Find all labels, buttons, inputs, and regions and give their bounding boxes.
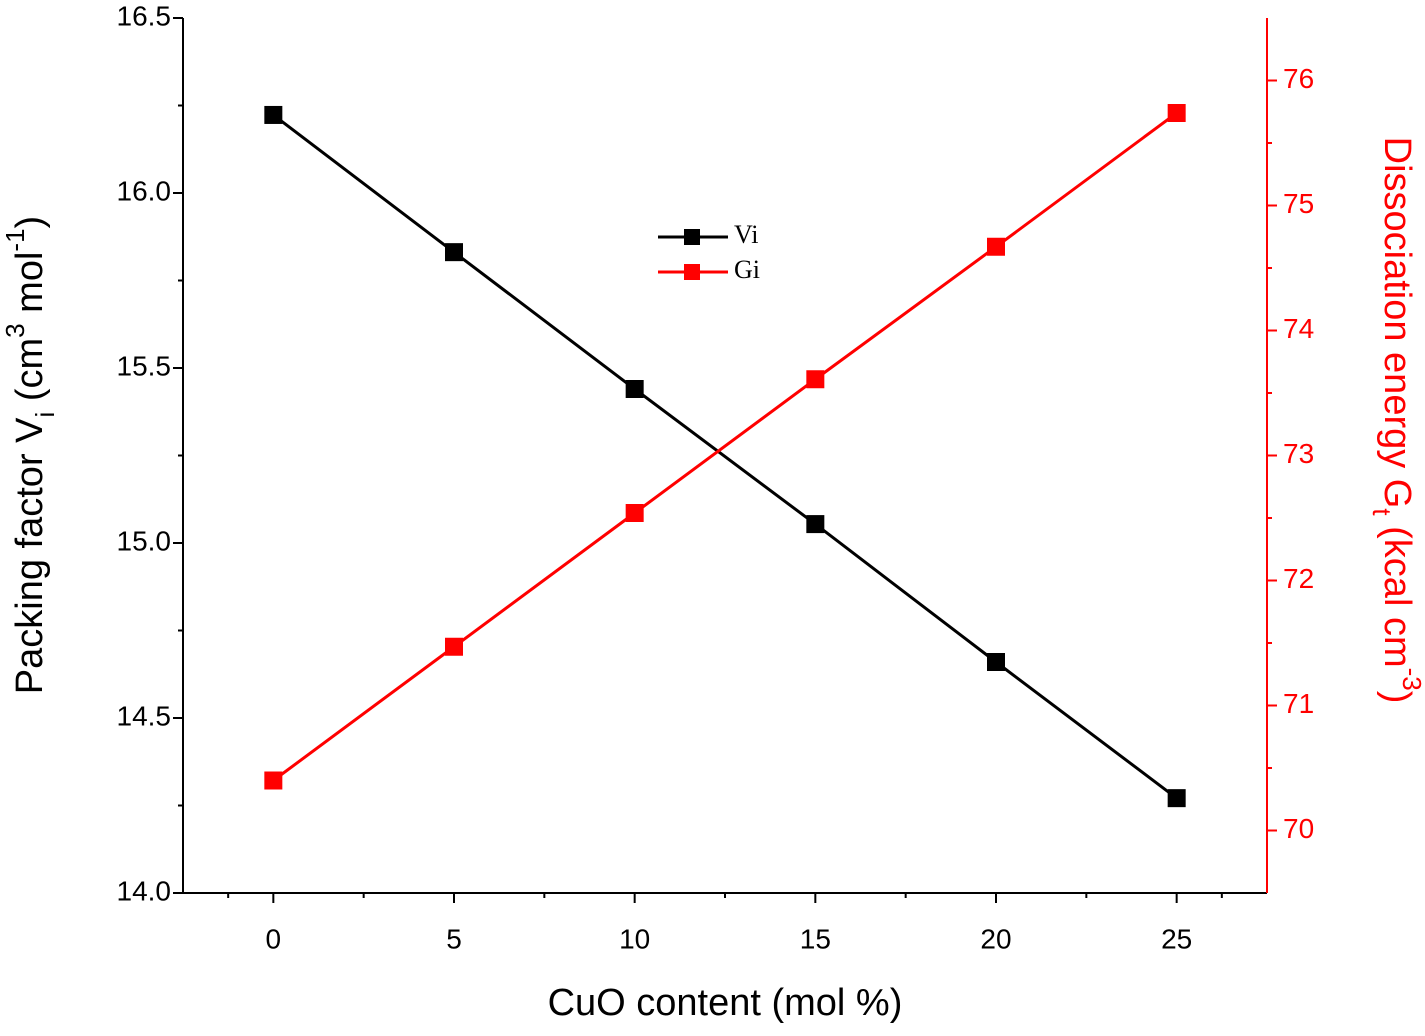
y-axis-title-part: ) [9,216,51,229]
y-axis-title-part: -1 [0,228,30,251]
y-tick-label: 14.0 [117,875,172,906]
y2-axis-title-part: -3 [1397,668,1425,691]
marker [625,504,644,522]
y-tick-label: 15.5 [117,350,172,381]
x-tick-label: 10 [619,923,650,954]
y-axis-title-part: 3 [0,323,30,337]
y2-axis-title-part: Dissociation energy G [1376,137,1418,509]
y2-tick-label: 74 [1283,313,1314,344]
marker [445,243,463,262]
y2-tick-label: 70 [1283,813,1314,844]
marker [264,771,283,790]
legend-marker [684,229,700,245]
y2-tick-label: 76 [1283,63,1314,94]
x-tick-label: 0 [266,923,282,954]
y-tick-label: 15.0 [117,525,172,556]
marker [806,515,825,534]
marker [264,105,283,124]
y2-axis-title: Dissociation energy Gt (kcal cm-3) [1367,137,1425,704]
x-tick-label: 15 [800,923,831,954]
marker [445,637,463,656]
series-line [272,111,1178,782]
y-axis-title-part: i [30,412,60,418]
marker [625,380,644,398]
y2-tick-label: 72 [1283,563,1314,594]
y-axis-title-part: Packing factor V [9,417,51,694]
y-tick-label: 16.0 [117,175,172,206]
marker [806,370,825,389]
y2-axis-title-part: ) [1376,691,1418,704]
legend-label: Vi [734,220,758,249]
series-line [272,113,1178,800]
y-axis-title: Packing factor Vi (cm3 mol-1) [0,216,60,694]
y-tick-label: 14.5 [117,700,172,731]
y2-tick-label: 71 [1283,688,1314,719]
marker [1167,104,1186,122]
marker [1167,789,1186,808]
y2-axis-title-part: (kcal cm [1376,516,1418,668]
legend-marker [684,264,700,280]
y2-tick-label: 75 [1283,188,1314,219]
y-axis-title-part: (cm [9,338,51,412]
legend-label: Gi [734,255,760,284]
marker [987,237,1005,256]
y2-tick-label: 73 [1283,438,1314,469]
x-tick-label: 20 [980,923,1011,954]
x-tick-label: 5 [446,923,462,954]
y2-axis-title-part: t [1367,508,1397,516]
y-tick-label: 16.5 [117,0,172,31]
y-axis-title-part: mol [9,252,51,324]
x-axis-title: CuO content (mol %) [548,982,903,1024]
x-tick-label: 25 [1161,923,1192,954]
marker [987,653,1005,671]
